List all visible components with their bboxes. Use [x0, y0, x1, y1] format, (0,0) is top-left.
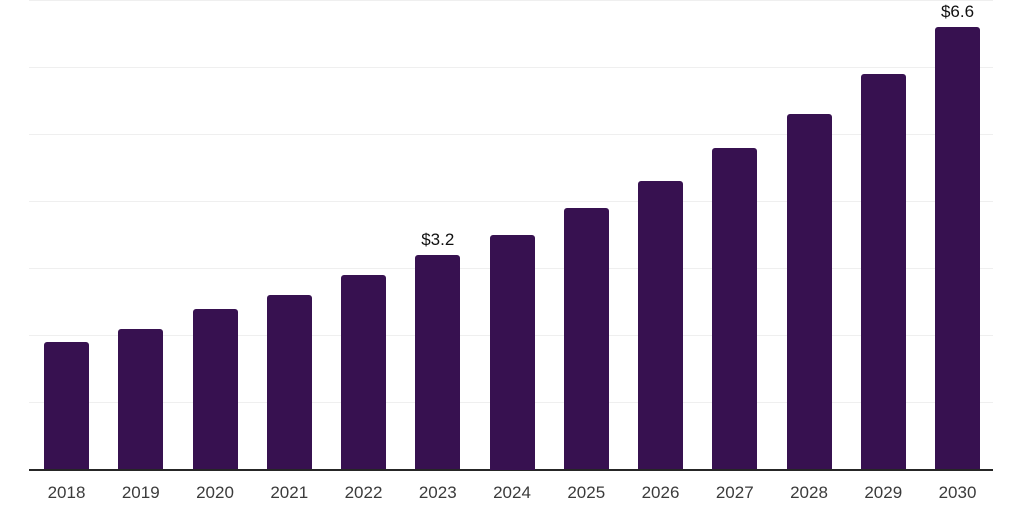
- bar-2028: [786, 114, 832, 470]
- x-tick-label-2021: 2021: [270, 483, 309, 502]
- bar-value-label-2023: $3.2: [421, 230, 455, 250]
- x-tick-label-2030: 2030: [938, 483, 977, 502]
- gridline: [29, 133, 993, 136]
- gridline: [29, 0, 993, 2]
- x-tick-label-2024: 2024: [493, 483, 531, 502]
- gridline: [29, 200, 993, 203]
- bar-2023: [415, 255, 461, 470]
- gridline: [29, 66, 993, 69]
- x-tick-label-2020: 2020: [196, 483, 234, 502]
- bar-2019: [118, 328, 164, 470]
- x-tick-label-2023: 2023: [418, 483, 457, 502]
- x-tick-label-2029: 2029: [864, 483, 903, 502]
- x-tick-label-2027: 2027: [715, 483, 754, 502]
- bar-2025: [563, 208, 609, 470]
- x-tick-label-2018: 2018: [47, 483, 86, 502]
- x-axis-line: [29, 469, 993, 471]
- x-tick-label-2026: 2026: [641, 483, 680, 502]
- bar-2020: [192, 308, 238, 470]
- bar-2030: [935, 27, 980, 470]
- bar-2021: [266, 295, 312, 470]
- bar-2026: [638, 181, 683, 470]
- bar-2024: [489, 235, 535, 470]
- x-tick-label-2025: 2025: [567, 483, 606, 502]
- plot-area: $3.2 $6.6: [29, 0, 993, 471]
- bar-2029: [860, 74, 906, 470]
- x-tick-label-2019: 2019: [121, 483, 160, 502]
- x-tick-label-2028: 2028: [790, 483, 828, 502]
- x-tick-label-2022: 2022: [344, 483, 383, 502]
- bar-2027: [712, 147, 758, 470]
- bar-2022: [341, 275, 386, 470]
- bar-2018: [44, 342, 89, 470]
- bar-value-label-2030: $6.6: [940, 2, 975, 22]
